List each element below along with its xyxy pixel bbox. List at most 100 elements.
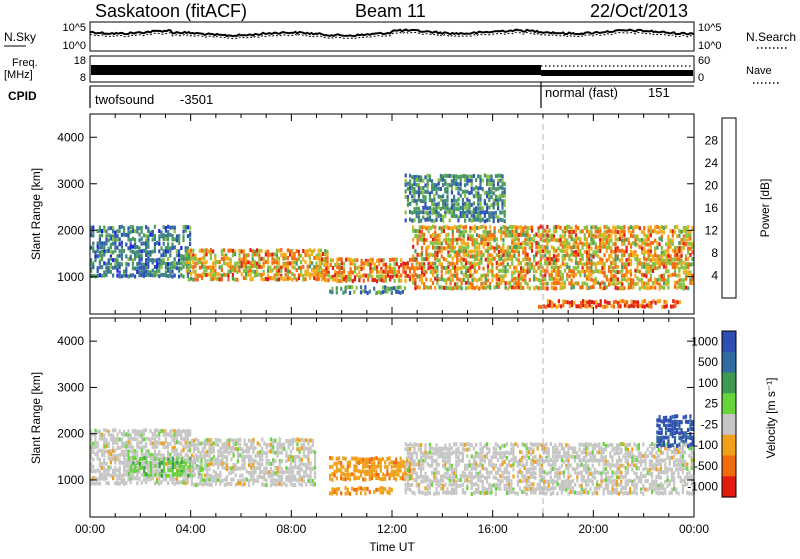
echo-cell xyxy=(154,437,156,441)
echo-cell xyxy=(143,473,145,477)
echo-cell xyxy=(487,261,489,265)
echo-cell xyxy=(648,229,650,233)
echo-cell xyxy=(628,270,630,274)
echo-cell xyxy=(97,254,99,258)
echo-cell xyxy=(560,226,562,230)
echo-cell xyxy=(108,450,110,454)
echo-cell xyxy=(176,266,178,270)
echo-cell xyxy=(103,246,105,250)
echo-cell xyxy=(259,458,261,462)
echo-cell xyxy=(678,269,680,273)
echo-cell xyxy=(127,445,129,449)
echo-cell xyxy=(663,230,665,234)
echo-cell xyxy=(278,249,280,253)
echo-cell xyxy=(274,483,276,487)
echo-cell xyxy=(461,249,463,253)
echo-cell xyxy=(345,477,347,481)
echo-cell xyxy=(451,446,453,450)
echo-cell xyxy=(356,266,358,270)
echo-cell xyxy=(560,265,562,269)
echo-cell xyxy=(540,281,542,285)
echo-cell xyxy=(490,178,492,182)
echo-cell xyxy=(538,250,540,254)
echo-cell xyxy=(232,249,234,253)
echo-cell xyxy=(141,453,143,457)
echo-cell xyxy=(590,273,592,277)
echo-cell xyxy=(136,466,138,470)
echo-cell xyxy=(110,237,112,241)
echo-cell xyxy=(190,257,192,261)
echo-cell xyxy=(632,229,634,233)
echo-cell xyxy=(378,262,380,266)
echo-cell xyxy=(472,234,474,238)
echo-cell xyxy=(180,267,182,271)
echo-cell xyxy=(347,468,349,472)
echo-cell xyxy=(493,199,495,203)
echo-cell xyxy=(340,476,342,480)
echo-cell xyxy=(435,187,437,191)
echo-cell xyxy=(546,225,548,229)
echo-cell xyxy=(147,241,149,245)
echo-cell xyxy=(108,457,110,461)
echo-cell xyxy=(532,459,534,463)
echo-cell xyxy=(371,472,373,476)
echo-cell xyxy=(497,203,499,207)
echo-cell xyxy=(248,479,250,483)
echo-cell xyxy=(418,466,420,470)
echo-cell xyxy=(318,249,320,253)
echo-cell xyxy=(579,261,581,265)
echo-cell xyxy=(451,179,453,183)
echo-cell xyxy=(92,469,94,473)
echo-cell xyxy=(364,285,366,289)
echo-cell xyxy=(99,469,101,473)
echo-cell xyxy=(194,277,196,281)
echo-cell xyxy=(132,469,134,473)
echo-cell xyxy=(661,251,663,255)
echo-cell xyxy=(567,300,569,304)
echo-cell xyxy=(417,266,419,270)
echo-cell xyxy=(243,257,245,261)
echo-cell xyxy=(648,237,650,241)
echo-cell xyxy=(489,237,491,241)
echo-cell xyxy=(281,478,283,482)
echo-cell xyxy=(483,253,485,257)
echo-cell xyxy=(382,487,384,491)
echo-cell xyxy=(482,458,484,462)
echo-cell xyxy=(427,186,429,190)
echo-cell xyxy=(176,457,178,461)
echo-cell xyxy=(648,249,650,253)
echo-cell xyxy=(555,249,557,253)
echo-cell xyxy=(619,299,621,303)
echo-cell xyxy=(508,460,510,464)
echo-cell xyxy=(380,258,382,262)
echo-cell xyxy=(119,265,121,269)
echo-cell xyxy=(573,253,575,257)
echo-cell xyxy=(400,279,402,283)
echo-cell xyxy=(497,478,499,482)
echo-cell xyxy=(277,454,279,458)
echo-cell xyxy=(452,249,454,253)
echo-cell xyxy=(487,265,489,269)
echo-cell xyxy=(351,487,353,491)
echo-cell xyxy=(593,250,595,254)
nsearch-tick-top: 10^5 xyxy=(698,22,722,34)
echo-cell xyxy=(312,443,314,447)
echo-cell xyxy=(549,253,551,257)
echo-cell xyxy=(496,261,498,265)
echo-cell xyxy=(183,460,185,464)
echo-cell xyxy=(409,186,411,190)
echo-cell xyxy=(130,238,132,242)
echo-cell xyxy=(628,257,630,261)
echo-cell xyxy=(422,462,424,466)
echo-cell xyxy=(222,479,224,483)
echo-cell xyxy=(539,458,541,462)
echo-cell xyxy=(103,261,105,265)
echo-cell xyxy=(443,246,445,250)
echo-cell xyxy=(417,285,419,289)
echo-cell xyxy=(479,442,481,446)
echo-cell xyxy=(440,478,442,482)
echo-cell xyxy=(289,262,291,266)
echo-cell xyxy=(185,462,187,466)
echo-cell xyxy=(588,230,590,234)
echo-cell xyxy=(579,230,581,234)
